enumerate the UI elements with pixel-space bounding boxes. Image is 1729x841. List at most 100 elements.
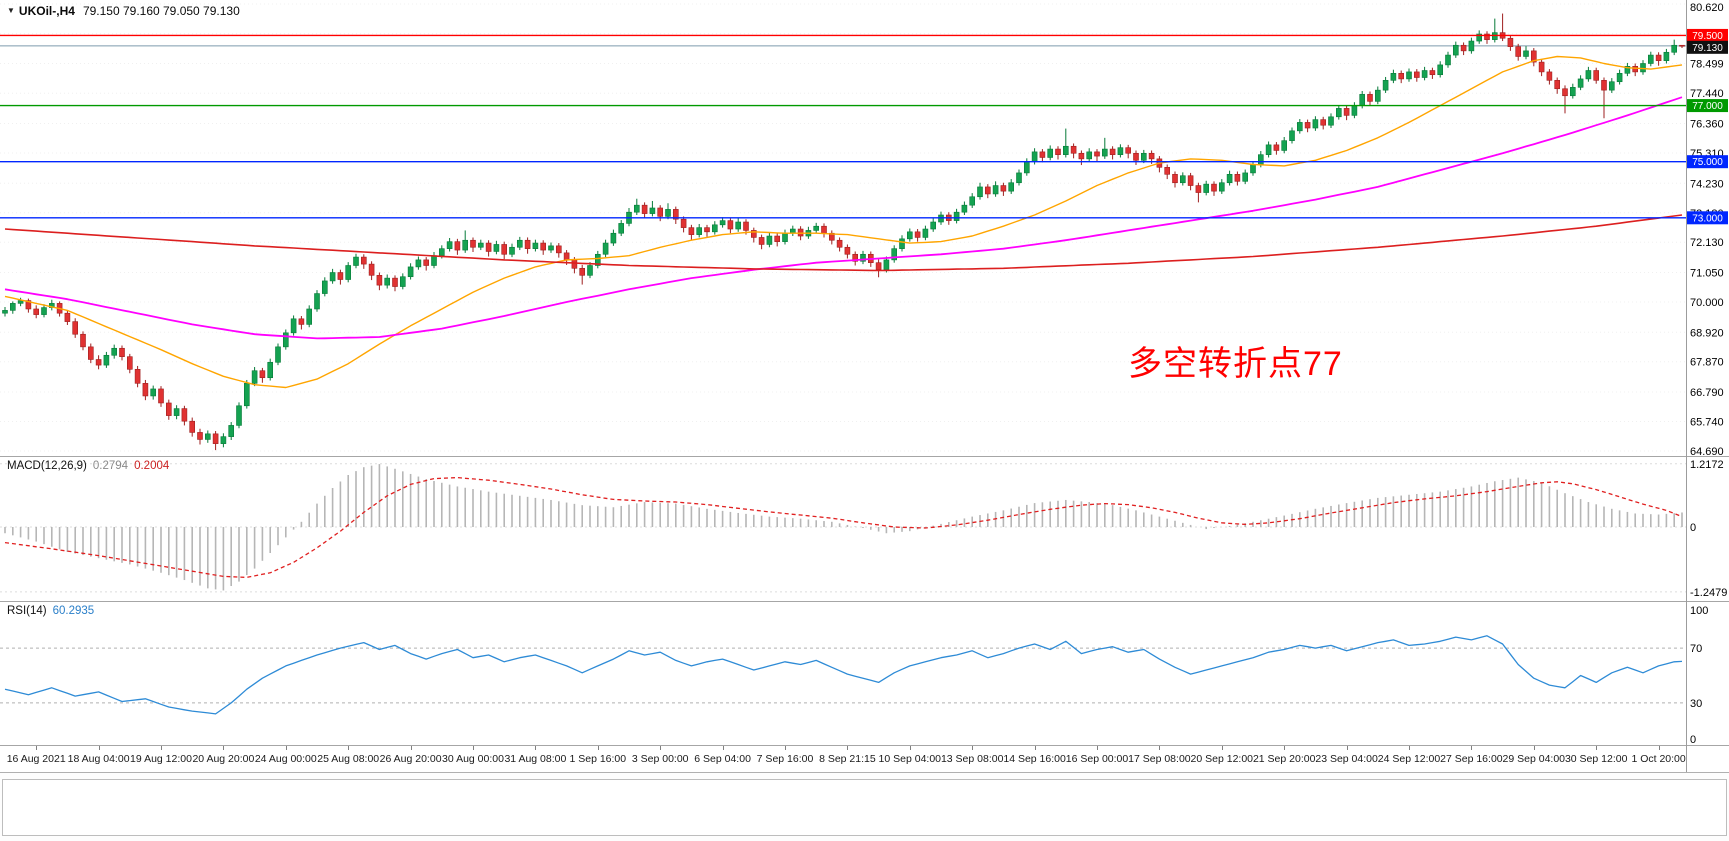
candle-body <box>25 300 32 310</box>
candle-body <box>189 420 195 433</box>
candle-body <box>1398 73 1404 80</box>
ma-slow-line <box>4 214 1683 272</box>
time-tick <box>535 746 537 750</box>
rsi-axis-label: 0 <box>1690 734 1696 746</box>
candle-body <box>1016 172 1022 184</box>
candle-body <box>111 347 117 356</box>
price-axis-separator <box>1686 0 1687 772</box>
candle-body <box>1180 175 1186 184</box>
price-chart-canvas[interactable]: 80.62079.56078.49977.44076.36075.31074.2… <box>0 0 1729 456</box>
time-axis-label: 17 Sep 08:00 <box>1128 753 1191 765</box>
rsi-axis-label: 100 <box>1690 605 1708 617</box>
candle-body <box>33 308 40 315</box>
candle-body <box>1250 164 1256 174</box>
candle-body <box>1359 94 1365 106</box>
candle-body <box>142 383 149 397</box>
candle-body <box>977 186 983 198</box>
candle-body <box>80 333 86 348</box>
candle-body <box>462 239 469 251</box>
time-axis[interactable]: 16 Aug 2021 18 Aug 04:00 19 Aug 12:00 20 Au… <box>0 745 1729 772</box>
candle-body <box>602 242 609 255</box>
candle-body <box>579 268 586 276</box>
candle-body <box>2 310 8 314</box>
time-tick <box>1159 746 1161 750</box>
rsi-chart-canvas[interactable]: 100 70 30 0 <box>0 602 1729 746</box>
candle-body <box>1437 64 1443 76</box>
price-pane: 80.62079.56078.49977.44076.36075.31074.2… <box>0 0 1729 456</box>
macd-chart-canvas[interactable]: 1.2172 0 -1.2479 <box>0 457 1729 602</box>
candle-body <box>1640 63 1646 73</box>
candle-body <box>1554 80 1560 90</box>
candle-body <box>672 209 679 220</box>
candle-body <box>423 259 430 266</box>
candle-body <box>392 277 398 287</box>
candle-body <box>212 433 219 444</box>
candle-body <box>1445 54 1451 66</box>
candle-body <box>470 239 476 248</box>
candle-body <box>1601 80 1607 91</box>
candle-body <box>1258 154 1264 165</box>
candle-body <box>306 308 313 325</box>
candle-body <box>1328 116 1334 126</box>
candle-body <box>1632 65 1638 73</box>
candle-body <box>446 241 453 249</box>
rsi-value: 60.2935 <box>52 605 95 617</box>
candle-body <box>1421 70 1428 78</box>
time-axis-label: 25 Aug 08:00 <box>317 753 380 765</box>
price-axis-label: 71.050 <box>1690 268 1724 280</box>
candle-body <box>516 239 523 248</box>
candle-body <box>1094 151 1100 157</box>
candle-body <box>127 356 133 370</box>
candle-body <box>969 196 976 206</box>
candle-body <box>587 265 593 276</box>
candle-body <box>1679 44 1685 47</box>
candle-body <box>641 204 648 214</box>
macd-label: MACD(12,26,9) <box>7 460 87 472</box>
candle-body <box>1484 33 1490 40</box>
candle-body <box>1468 40 1475 52</box>
candle-body <box>220 436 227 444</box>
candle-body <box>1226 174 1233 184</box>
candle-body <box>158 388 164 404</box>
macd-axis-label: -1.2479 <box>1690 587 1727 599</box>
price-axis-label: 78.499 <box>1690 59 1724 71</box>
candle-body <box>1351 105 1358 116</box>
symbol-dropdown-icon[interactable]: ▼ <box>7 6 15 15</box>
candle-body <box>485 242 492 252</box>
time-tick <box>1658 746 1660 750</box>
candle-body <box>1024 161 1030 174</box>
time-axis-label: 23 Sep 04:00 <box>1315 753 1378 765</box>
candle-body <box>938 214 944 223</box>
candle-body <box>953 211 960 221</box>
candle-body <box>1203 183 1209 193</box>
candle-body <box>1172 174 1178 184</box>
time-axis-label: 21 Sep 20:00 <box>1252 753 1316 765</box>
candle-body <box>743 221 749 231</box>
candle-body <box>197 432 203 440</box>
time-tick <box>1533 746 1535 750</box>
candle-body <box>1609 81 1615 91</box>
candle-body <box>205 433 211 440</box>
candle-body <box>321 280 328 294</box>
bottom-panel <box>0 772 1729 841</box>
candle-body <box>1476 33 1482 42</box>
candle-body <box>407 266 414 278</box>
candle-body <box>571 259 578 269</box>
candle-body <box>1523 50 1529 57</box>
candle-body <box>1312 119 1319 129</box>
level-badge-label: 77.000 <box>1692 101 1723 112</box>
time-tick <box>972 746 974 750</box>
time-tick <box>223 746 225 750</box>
time-tick <box>1596 746 1598 750</box>
time-tick <box>285 746 287 750</box>
candle-body <box>984 186 991 195</box>
candle-body <box>1562 88 1568 97</box>
candle-body <box>696 227 703 235</box>
candle-body <box>875 262 882 271</box>
candle-body <box>1507 37 1514 47</box>
candle-body <box>1546 71 1553 81</box>
time-tick <box>1097 746 1098 750</box>
candle-body <box>267 361 274 379</box>
time-tick <box>1471 746 1473 750</box>
macd-pane: 1.2172 0 -1.2479 MACD(12,26,9) 0.2794 0.2004 <box>0 456 1729 601</box>
